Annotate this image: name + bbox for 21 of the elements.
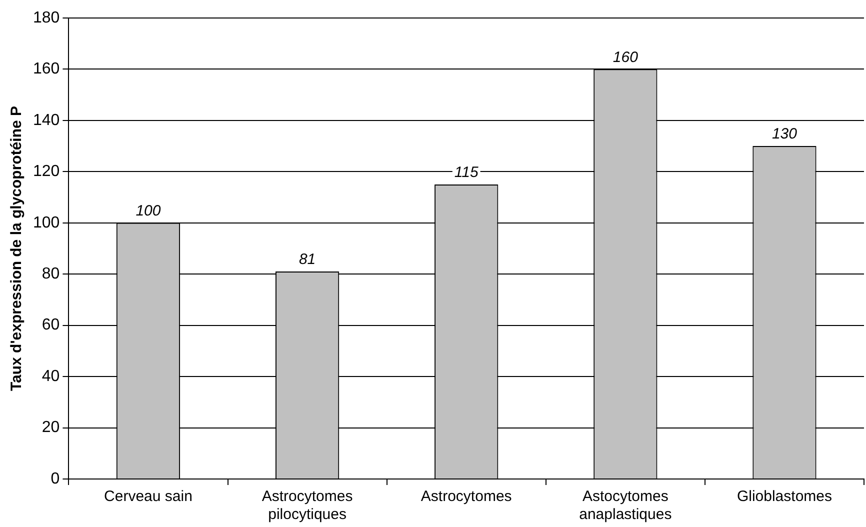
data-label: 160 [612, 48, 639, 66]
y-tick-label: 40 [42, 368, 60, 385]
x-tick-label: Astrocytomes [420, 488, 512, 506]
x-tick-label: Cerveau sain [104, 488, 192, 506]
y-tick-label: 100 [32, 214, 60, 232]
x-tick-label: Astocytomes anaplastiques [579, 488, 672, 524]
y-tick-label: 60 [42, 316, 60, 334]
y-tick-label: 140 [32, 112, 60, 129]
y-tick-label: 160 [32, 60, 60, 78]
y-tick-label: 80 [42, 266, 60, 283]
x-tick-label: Astrocytomes pilocytiques [262, 488, 353, 524]
y-tick-label: 20 [42, 419, 60, 436]
x-tick-label: Glioblastomes [736, 488, 832, 506]
y-tick-label: 0 [50, 470, 60, 488]
y-tick-label: 120 [32, 163, 60, 180]
data-label: 115 [454, 164, 479, 182]
y-tick-label: 180 [32, 9, 60, 26]
data-label: 81 [298, 251, 316, 268]
data-label: 100 [136, 202, 162, 220]
data-label: 130 [772, 126, 798, 143]
y-axis-title: Taux d'expression de la glycoprotéine P [8, 106, 26, 392]
